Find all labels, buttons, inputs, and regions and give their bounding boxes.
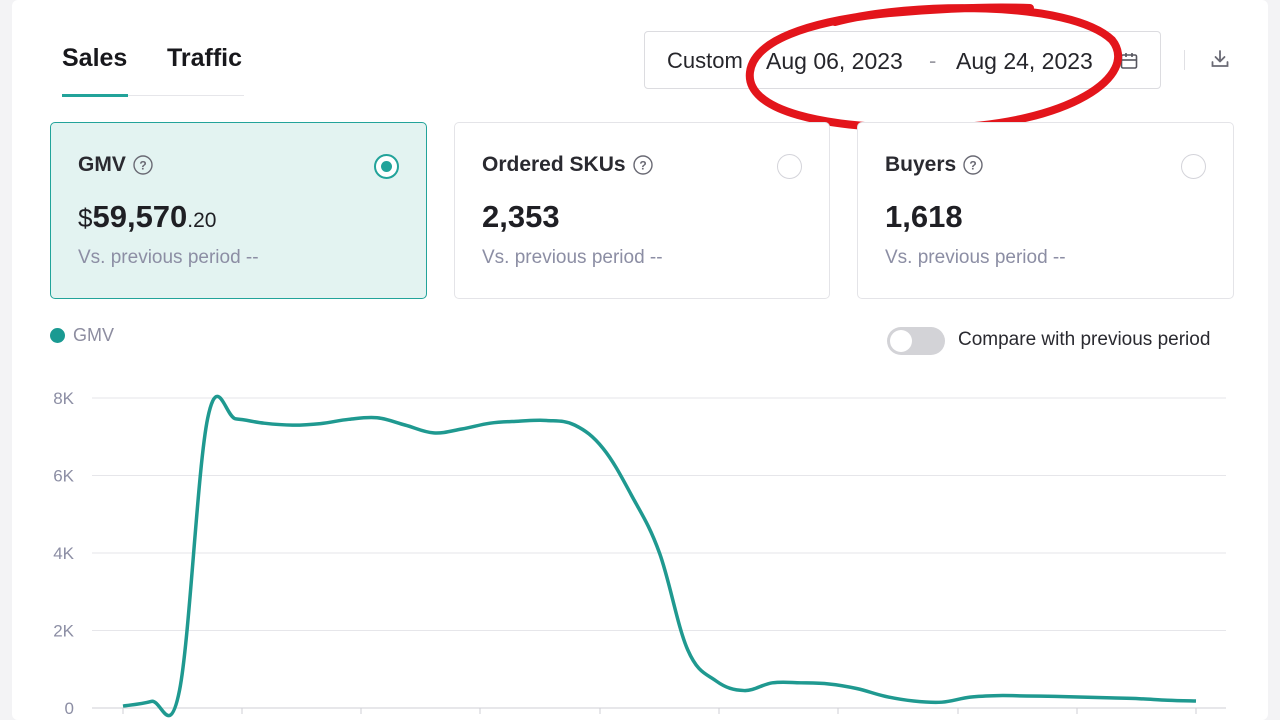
metric-compare: Vs. previous period -- xyxy=(482,247,663,268)
tab-traffic[interactable]: Traffic xyxy=(167,44,243,72)
metric-value: $59,570.20 xyxy=(78,199,217,235)
analytics-panel: Sales Traffic xyxy=(12,0,1268,720)
date-separator: - xyxy=(929,48,937,73)
value-cents: .20 xyxy=(187,209,217,232)
value-main: 59,570 xyxy=(92,199,188,234)
y-tick-label: 8K xyxy=(53,389,74,408)
compare-toggle[interactable] xyxy=(887,327,945,355)
svg-text:?: ? xyxy=(139,159,146,173)
metric-card-ordered-skus[interactable]: Ordered SKUs ? 2,353 Vs. previous period… xyxy=(454,122,830,299)
metric-title: GMV ? xyxy=(78,153,154,177)
metric-card-gmv[interactable]: GMV ? $59,570.20 Vs. previous period -- xyxy=(50,122,427,299)
legend-label: GMV xyxy=(73,325,115,345)
active-tab-indicator xyxy=(62,94,128,97)
metric-title-label: Buyers xyxy=(885,153,957,176)
toggle-knob xyxy=(890,330,912,352)
toolbar-divider xyxy=(1184,50,1185,70)
radio-icon[interactable] xyxy=(1181,154,1206,179)
radio-icon[interactable] xyxy=(777,154,802,179)
metric-value: 2,353 xyxy=(482,199,560,234)
metric-title: Ordered SKUs ? xyxy=(482,153,654,177)
metric-title: Buyers ? xyxy=(885,153,984,177)
metric-compare: Vs. previous period -- xyxy=(885,247,1066,268)
y-tick-label: 4K xyxy=(53,544,74,563)
help-icon[interactable]: ? xyxy=(132,154,154,176)
date-range-picker[interactable]: Custom Aug 06, 2023 - Aug 24, 2023 xyxy=(644,31,1161,89)
date-mode-label[interactable]: Custom xyxy=(667,48,743,73)
download-icon[interactable] xyxy=(1209,48,1231,70)
metric-title-label: Ordered SKUs xyxy=(482,153,626,176)
currency-symbol: $ xyxy=(78,203,93,233)
legend-swatch xyxy=(50,328,65,343)
compare-toggle-label[interactable]: Compare with previous period xyxy=(958,329,1211,350)
svg-text:?: ? xyxy=(639,159,646,173)
gmv-line-chart: 8K 6K 4K 2K 0 xyxy=(53,389,1226,718)
help-icon[interactable]: ? xyxy=(632,154,654,176)
metric-title-label: GMV xyxy=(78,153,126,176)
annotation-ellipse xyxy=(745,3,1122,133)
metric-card-buyers[interactable]: Buyers ? 1,618 Vs. previous period -- xyxy=(857,122,1234,299)
y-tick-label: 6K xyxy=(53,467,74,486)
gmv-series-line xyxy=(122,394,1197,718)
metric-compare: Vs. previous period -- xyxy=(78,247,259,268)
help-icon[interactable]: ? xyxy=(962,154,984,176)
end-date[interactable]: Aug 24, 2023 xyxy=(956,48,1093,74)
radio-icon[interactable] xyxy=(374,154,399,179)
metric-value: 1,618 xyxy=(885,199,963,234)
start-date[interactable]: Aug 06, 2023 xyxy=(766,48,903,74)
tab-sales[interactable]: Sales xyxy=(62,44,128,72)
svg-text:?: ? xyxy=(970,159,977,173)
y-tick-label: 0 xyxy=(65,699,74,718)
tab-bar: Sales Traffic xyxy=(62,44,244,97)
chart-legend: GMV xyxy=(50,325,114,346)
y-tick-label: 2K xyxy=(53,622,74,641)
